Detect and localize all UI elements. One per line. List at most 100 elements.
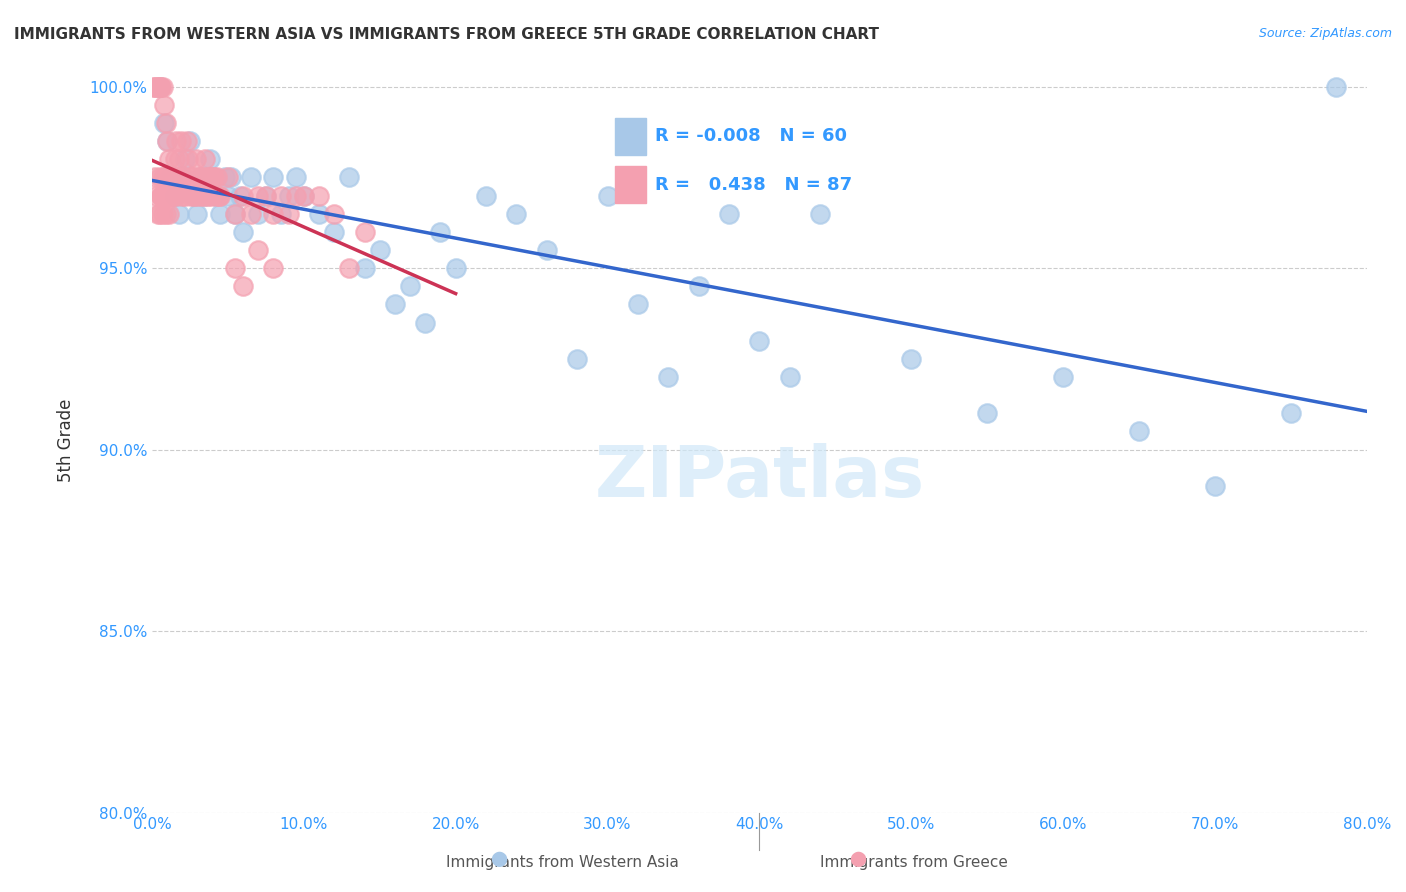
Text: Immigrants from Greece: Immigrants from Greece — [820, 855, 1008, 870]
Y-axis label: 5th Grade: 5th Grade — [58, 399, 75, 483]
Point — [688, 279, 710, 293]
Point — [224, 207, 246, 221]
Point — [209, 207, 232, 221]
Point — [247, 188, 270, 202]
Point — [190, 170, 212, 185]
Point — [657, 370, 679, 384]
Point — [195, 170, 218, 185]
Point — [145, 188, 167, 202]
Point — [162, 188, 184, 202]
Point — [152, 170, 174, 185]
Point — [717, 207, 740, 221]
Point — [308, 207, 330, 221]
Point — [444, 261, 467, 276]
Point — [224, 261, 246, 276]
Point — [353, 225, 375, 239]
Point — [239, 170, 262, 185]
Point — [146, 207, 169, 221]
Point — [429, 225, 451, 239]
Point — [183, 188, 205, 202]
Point — [232, 279, 254, 293]
Point — [166, 170, 188, 185]
Point — [337, 261, 360, 276]
Point — [201, 170, 224, 185]
Point — [155, 116, 177, 130]
Point — [217, 188, 239, 202]
Point — [173, 170, 195, 185]
Point — [270, 207, 292, 221]
Point — [160, 188, 183, 202]
Point — [142, 79, 165, 94]
Point — [308, 188, 330, 202]
Point — [200, 188, 222, 202]
Point — [152, 207, 174, 221]
Point — [1204, 479, 1226, 493]
Point — [157, 207, 180, 221]
Point — [159, 170, 181, 185]
Text: ZIPatlas: ZIPatlas — [595, 443, 924, 512]
Point — [254, 188, 277, 202]
Point — [153, 116, 176, 130]
Point — [976, 406, 998, 420]
Point — [198, 170, 221, 185]
Point — [270, 188, 292, 202]
Point — [148, 79, 170, 94]
Point — [143, 79, 166, 94]
Point — [155, 207, 177, 221]
Point — [143, 170, 166, 185]
Point — [204, 188, 226, 202]
Point — [229, 188, 252, 202]
Point — [150, 188, 173, 202]
Point — [201, 170, 224, 185]
Point — [177, 153, 200, 167]
Point — [145, 79, 167, 94]
Point — [262, 170, 284, 185]
Point — [156, 134, 179, 148]
Point — [155, 170, 177, 185]
Point — [292, 188, 315, 202]
Point — [292, 188, 315, 202]
Point — [194, 153, 217, 167]
Point — [208, 188, 231, 202]
Point — [167, 153, 190, 167]
Point — [163, 188, 186, 202]
Point — [214, 170, 236, 185]
Point — [191, 170, 214, 185]
Point — [779, 370, 801, 384]
Point — [172, 188, 194, 202]
Point — [323, 207, 346, 221]
Point — [180, 188, 202, 202]
Point — [232, 188, 254, 202]
Point — [163, 153, 186, 167]
Point — [148, 207, 170, 221]
Point — [285, 188, 308, 202]
Point — [232, 225, 254, 239]
Point — [219, 170, 242, 185]
Text: ⬤: ⬤ — [849, 852, 866, 867]
Point — [159, 188, 181, 202]
Point — [384, 297, 406, 311]
Text: IMMIGRANTS FROM WESTERN ASIA VS IMMIGRANTS FROM GREECE 5TH GRADE CORRELATION CHA: IMMIGRANTS FROM WESTERN ASIA VS IMMIGRAN… — [14, 27, 879, 42]
Text: Source: ZipAtlas.com: Source: ZipAtlas.com — [1258, 27, 1392, 40]
Point — [146, 79, 169, 94]
Point — [202, 170, 225, 185]
Point — [254, 188, 277, 202]
Point — [184, 153, 207, 167]
Point — [156, 188, 179, 202]
Point — [174, 188, 197, 202]
Text: R =   0.438   N = 87: R = 0.438 N = 87 — [655, 177, 852, 194]
Point — [217, 170, 239, 185]
Point — [153, 188, 176, 202]
Point — [150, 79, 173, 94]
Point — [353, 261, 375, 276]
Text: R = -0.008   N = 60: R = -0.008 N = 60 — [655, 127, 846, 145]
Point — [748, 334, 770, 348]
Point — [207, 170, 229, 185]
Point — [153, 188, 176, 202]
Point — [193, 188, 215, 202]
FancyBboxPatch shape — [614, 118, 645, 155]
Point — [399, 279, 422, 293]
Point — [900, 351, 922, 366]
Point — [148, 170, 170, 185]
Point — [262, 207, 284, 221]
